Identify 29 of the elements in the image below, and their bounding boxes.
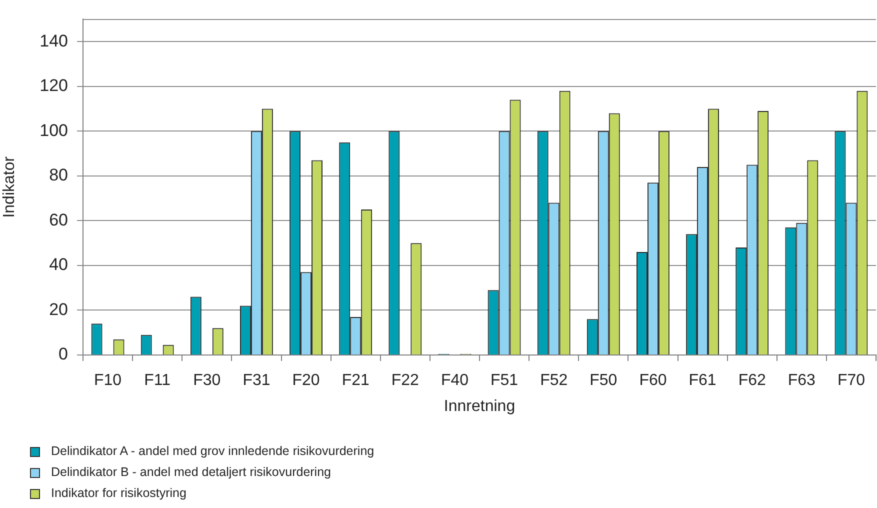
x-tick-label: F10 [94,372,122,390]
legend-label: Indikator for risikostyring [51,486,186,501]
legend-label: Delindikator A - andel med grov innledende risikovurdering [51,444,374,459]
y-tick-label: 120 [40,76,68,96]
y-tick-label: 60 [49,210,68,230]
x-tick-label: F40 [440,372,469,390]
x-tick-label: F60 [639,372,667,390]
x-axis-title: Innretning [444,398,516,415]
x-tick-label: F11 [144,372,171,390]
x-tick-label: F51 [490,372,518,390]
y-axis-title: Indikator [1,156,18,218]
x-tick-label: F52 [540,372,568,390]
x-tick-label: F20 [292,372,320,390]
x-tick-label: F62 [738,372,766,390]
y-tick-label: 140 [40,31,68,50]
x-tick-label: F61 [688,372,716,390]
y-tick-label: 0 [58,344,68,364]
legend-label: Delindikator B - andel med detaljert risikovurdering [51,465,331,480]
y-tick-label: 80 [49,166,68,185]
x-tick-label: F50 [590,372,618,390]
y-tick-label: 40 [49,255,68,274]
y-tick-label: 20 [49,300,68,319]
x-tick-label: F63 [788,372,816,390]
x-tick-label: F21 [342,372,370,390]
y-tick-label: 100 [40,120,68,140]
x-tick-label: F70 [837,372,866,390]
x-tick-label: F30 [193,372,221,390]
x-tick-label: F22 [391,372,420,390]
x-tick-label: F31 [242,372,270,390]
